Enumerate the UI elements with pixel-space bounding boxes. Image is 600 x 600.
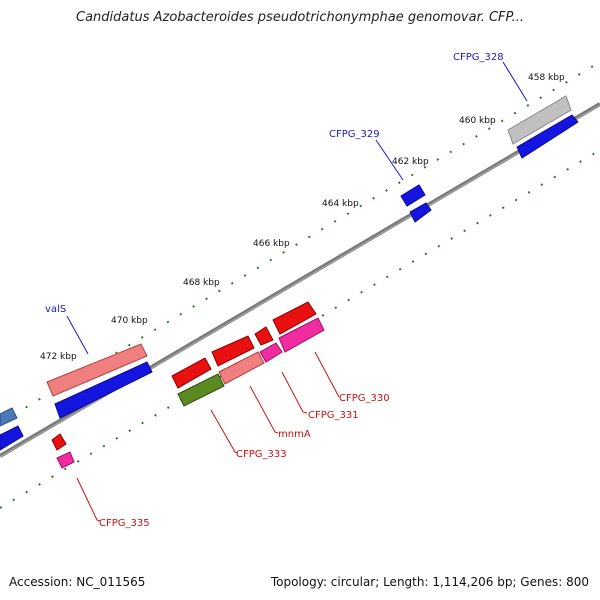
tick-label-468: 468 kbp (183, 278, 220, 288)
gene-mnma-feature[interactable] (211, 335, 265, 385)
gene-label-vals[interactable]: valS (45, 304, 66, 315)
gene-cfpg-328-lower-feature[interactable] (516, 114, 579, 159)
genome-summary: Topology: circular; Length: 1,114,206 bp… (270, 575, 589, 589)
gene-cfpg-328-feature[interactable] (507, 95, 572, 145)
tick-label-470: 470 kbp (111, 316, 148, 326)
gene-cfpg-329-feature[interactable] (400, 184, 432, 223)
gene-cfpg-335-feature[interactable] (51, 433, 75, 469)
gene-label-cfpg-335[interactable]: CFPG_335 (99, 518, 150, 529)
gene-cfpg-333-feature[interactable] (171, 357, 225, 407)
gene-label-cfpg-328[interactable]: CFPG_328 (453, 52, 504, 63)
tick-label-464: 464 kbp (322, 199, 359, 209)
gene-cfpg-330-feature[interactable] (272, 301, 325, 353)
tick-label-462: 462 kbp (392, 157, 429, 167)
tick-label-472: 472 kbp (40, 352, 77, 362)
gene-vals-lower-feature[interactable] (54, 361, 153, 419)
gene-label-mnma[interactable]: mnmA (278, 429, 311, 440)
accession-label: Accession: NC_011565 (9, 575, 146, 589)
left-edge-features[interactable] (0, 407, 24, 451)
leader-lines (66, 61, 528, 522)
tick-label-466: 466 kbp (253, 239, 290, 249)
gene-cfpg-331-feature[interactable] (254, 326, 283, 363)
gene-label-cfpg-333[interactable]: CFPG_333 (236, 449, 287, 460)
map-title: Candidatus Azobacteroides pseudotrichony… (76, 10, 524, 25)
tick-label-458: 458 kbp (528, 73, 565, 83)
gene-label-cfpg-331[interactable]: CFPG_331 (308, 410, 359, 421)
gene-label-cfpg-329[interactable]: CFPG_329 (329, 129, 380, 140)
gene-label-cfpg-330[interactable]: CFPG_330 (339, 393, 390, 404)
gene-vals-feature[interactable] (46, 343, 148, 397)
tick-label-460: 460 kbp (459, 116, 496, 126)
